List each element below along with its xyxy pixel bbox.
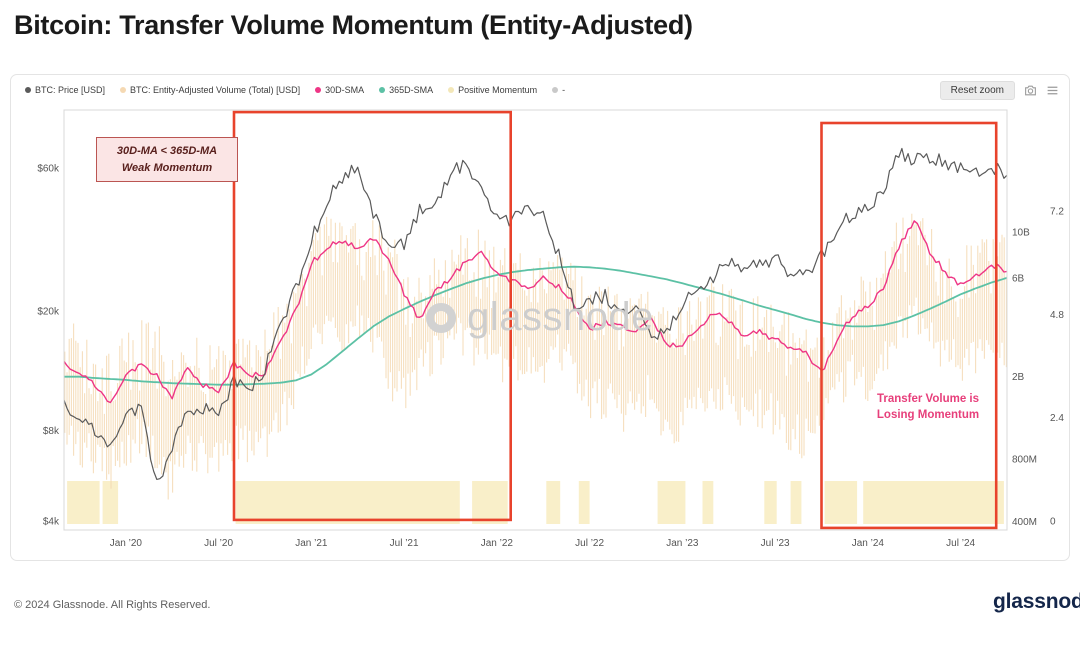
chart-card: BTC: Price [USD] BTC: Entity-Adjusted Vol… [10, 74, 1070, 561]
page-title: Bitcoin: Transfer Volume Momentum (Entit… [14, 10, 693, 40]
positive-momentum-band [67, 481, 100, 524]
weak-momentum-annotation: 30D-MA < 365D-MA Weak Momentum [96, 137, 238, 182]
camera-icon[interactable] [1024, 84, 1037, 97]
positive-momentum-band [578, 481, 590, 524]
legend-item[interactable]: BTC: Price [USD] [25, 85, 105, 95]
glassnode-logo: glassnode [993, 590, 1080, 613]
copyright-text: © 2024 Glassnode. All Rights Reserved. [14, 599, 211, 611]
axis-tick-label: 2B [1012, 372, 1025, 383]
legend-label: 30D-SMA [325, 85, 365, 95]
chart-toolbar: Reset zoom [939, 80, 1059, 100]
chart-legend: BTC: Price [USD] BTC: Entity-Adjusted Vol… [11, 75, 1069, 105]
losing-momentum-line2: Losing Momentum [876, 409, 980, 422]
positive-momentum-band [102, 481, 119, 524]
weak-momentum-line2: Weak Momentum [121, 161, 213, 174]
positive-momentum-band [824, 481, 858, 524]
legend-label: BTC: Entity-Adjusted Volume (Total) [USD… [130, 85, 301, 95]
axis-tick-label: $60k [37, 163, 60, 174]
legend-label: Positive Momentum [458, 85, 538, 95]
highlight-box [820, 121, 998, 530]
legend-item[interactable]: Positive Momentum [448, 85, 537, 95]
weak-momentum-line1: 30D-MA < 365D-MA [116, 145, 218, 157]
axis-tick-label: 800M [1012, 455, 1037, 466]
axis-tick-label: Jan ’20 [110, 538, 143, 549]
legend-items: BTC: Price [USD] BTC: Entity-Adjusted Vol… [25, 85, 940, 95]
btc-price-line [63, 147, 1008, 480]
legend-dot [120, 87, 127, 93]
axis-tick-label: $8k [43, 426, 60, 437]
positive-momentum-band [472, 481, 508, 524]
legend-dot [552, 87, 559, 93]
axis-tick-label: 6B [1012, 273, 1025, 284]
price-volume-momentum-chart[interactable]: $60k $20k $8k $4k 10B 6B 2B 800M 400M 7.2 4.8 2.4 0 J… [12, 103, 1070, 555]
sma30-line [63, 220, 1008, 404]
positive-momentum-band [790, 481, 802, 524]
axis-tick-label: Jan ’23 [666, 538, 699, 549]
axis-tick-label: Jul ’24 [946, 538, 975, 549]
axis-tick-label: Jul ’20 [204, 538, 233, 549]
axis-tick-label: Jul ’23 [761, 538, 790, 549]
axis-tick-label: Jul ’21 [390, 538, 419, 549]
positive-momentum-band [764, 481, 777, 524]
positive-momentum-band [235, 481, 460, 524]
legend-label: BTC: Price [USD] [35, 85, 106, 95]
axis-tick-label: Jan ’22 [481, 538, 514, 549]
legend-item[interactable]: 30D-SMA [315, 85, 364, 95]
axis-tick-label: 10B [1012, 228, 1030, 239]
legend-item[interactable]: 365D-SMA [379, 85, 433, 95]
positive-momentum-band [863, 481, 1004, 524]
legend-label: 365D-SMA [389, 85, 434, 95]
axis-tick-label: Jan ’24 [852, 538, 885, 549]
legend-item[interactable]: BTC: Entity-Adjusted Volume (Total) [USD… [120, 85, 300, 95]
axis-tick-label: $20k [37, 307, 60, 318]
highlight-box [232, 110, 513, 522]
axis-tick-label: Jul ’22 [575, 538, 604, 549]
menu-icon[interactable] [1046, 84, 1059, 97]
reset-zoom-button[interactable]: Reset zoom [939, 80, 1015, 100]
legend-dot [379, 87, 386, 93]
axis-tick-label: 4.8 [1050, 310, 1064, 321]
legend-item[interactable]: - [552, 85, 565, 95]
volume-bars [64, 213, 1007, 500]
axis-tick-label: Jan ’21 [295, 538, 328, 549]
positive-momentum-band [702, 481, 714, 524]
axis-tick-label: 400M [1012, 517, 1037, 528]
positive-momentum-band [657, 481, 686, 524]
losing-momentum-line1: Transfer Volume is [876, 393, 980, 405]
axis-tick-label: 2.4 [1050, 413, 1064, 424]
legend-dot [448, 87, 455, 93]
axis-tick-label: 0 [1050, 517, 1056, 528]
legend-label: - [562, 85, 566, 95]
positive-momentum-band [546, 481, 561, 524]
legend-dot [315, 87, 322, 93]
axis-tick-label: $4k [43, 516, 60, 527]
axis-tick-label: 7.2 [1050, 207, 1064, 218]
plot-border [63, 109, 1008, 531]
losing-momentum-annotation: Transfer Volume is Losing Momentum [839, 391, 1017, 423]
legend-dot [25, 87, 31, 93]
